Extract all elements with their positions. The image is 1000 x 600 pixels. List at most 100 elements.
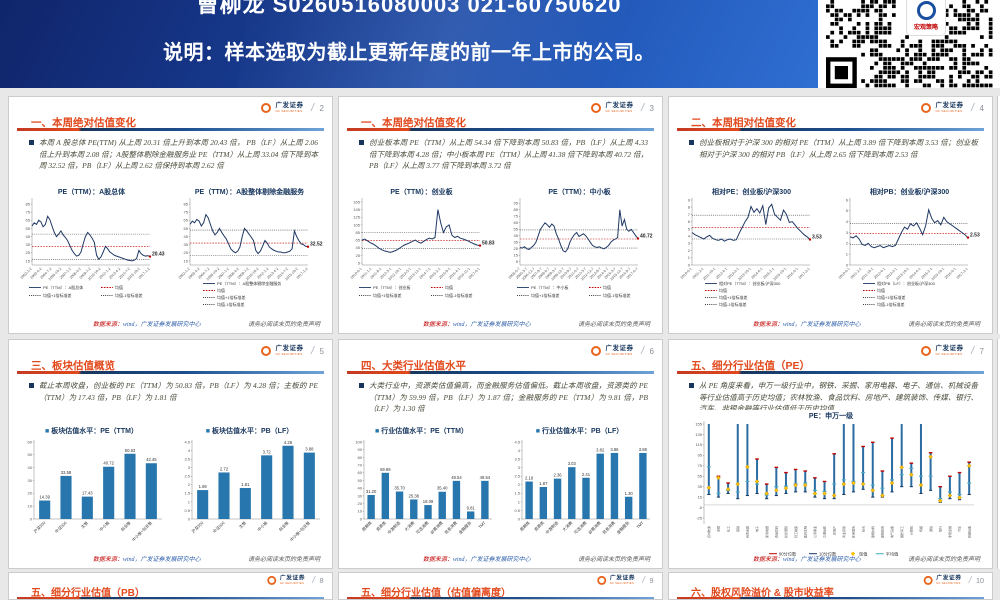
title-underline-rule	[347, 597, 654, 599]
svg-text:均值-1倍标准差: 均值-1倍标准差	[877, 301, 905, 307]
title-underline-rule	[677, 371, 984, 374]
svg-text:TMT: TMT	[635, 520, 645, 530]
svg-text:4: 4	[846, 219, 849, 224]
slide-thumbnail[interactable]: 广发证券 GF SECURITIES / 9 五、细分行业估值（估值偏离度） 数…	[338, 572, 663, 600]
slide-header: 广发证券 GF SECURITIES / 8	[267, 575, 324, 586]
charts-area: PE（TTM）：A股总体 15 25 35 45 55 65 75 85 20.43 2002-1-…	[13, 185, 328, 318]
bullet-text: 创业板本周 PE（TTM）从上周 54.34 倍下降到本周 50.83 倍，PB…	[369, 138, 648, 171]
svg-text:55: 55	[183, 226, 188, 231]
gf-securities-logo-icon	[597, 575, 607, 585]
slide-thumbnail[interactable]: 广发证券 GF SECURITIES / 6 四、大类行业估值水平 大类行业中，…	[338, 339, 663, 569]
slide-title: 六、股权风险溢价 & 股市收益率	[691, 588, 834, 599]
svg-text:均值+1倍标准差: 均值+1倍标准差	[43, 292, 72, 298]
svg-text:信息消费: 信息消费	[600, 519, 616, 535]
svg-text:医药生物: 医药生物	[802, 526, 807, 538]
divider-slash: /	[310, 102, 316, 114]
svg-text:6: 6	[688, 219, 691, 224]
svg-text:0: 0	[518, 516, 521, 521]
title-underline-rule	[677, 597, 984, 599]
slide-thumbnail[interactable]: 广发证券 GF SECURITIES / 3 一、本周绝对估值变化 创业板本周 …	[338, 96, 663, 334]
svg-text:PE（TTM）：A股整体剔除金融服务: PE（TTM）：A股整体剔除金融服务	[217, 280, 281, 286]
svg-text:可选消费: 可选消费	[572, 519, 588, 535]
svg-text:75: 75	[183, 210, 188, 215]
svg-text:15: 15	[183, 258, 188, 263]
svg-text:主板: 主板	[79, 519, 89, 529]
svg-text:传媒: 传媒	[918, 526, 923, 532]
slide-thumbnail[interactable]: 广发证券 GF SECURITIES / 5 三、板块估值概览 截止本周收盘，创…	[8, 339, 333, 569]
svg-text:建筑装饰: 建筑装饰	[879, 526, 884, 538]
svg-text:5: 5	[688, 226, 691, 231]
svg-text:2.41: 2.41	[582, 472, 591, 477]
gf-securities-logo: 广发证券 GF SECURITIES	[936, 575, 962, 585]
disclaimer-note: 请务必阅读末页的免责声明	[907, 557, 980, 563]
bullet-square-icon	[359, 383, 364, 388]
slide-footer: 数据来源：wind，广发证券发展研究中心 请务必阅读末页的免责声明	[9, 554, 322, 564]
svg-text:2.19: 2.19	[525, 476, 534, 481]
gf-securities-logo: 广发证券 GF SECURITIES	[605, 102, 634, 113]
svg-text:25: 25	[26, 250, 31, 255]
svg-text:2.53: 2.53	[970, 233, 980, 239]
svg-text:中游制造: 中游制造	[386, 519, 402, 535]
svg-text:65: 65	[26, 218, 31, 223]
svg-text:100: 100	[356, 439, 363, 444]
svg-text:房地产: 房地产	[831, 526, 836, 535]
slide-title: 五、细分行业估值（估值偏离度）	[361, 588, 511, 599]
svg-text:汽车: 汽车	[956, 526, 961, 532]
svg-text:商业贸易: 商业贸易	[841, 526, 846, 538]
svg-text:125: 125	[354, 215, 361, 220]
svg-text:35: 35	[697, 484, 702, 489]
qr-center-badge: 宏观策略	[906, 0, 946, 36]
bullet-text: 本周 A 股总体 PE(TTM) 从上周 20.31 倍上升到本周 20.43 …	[39, 138, 318, 171]
svg-text:大消费: 大消费	[561, 519, 574, 532]
chart-range-1: PE：申万一级 -25 -5 15 35 55 75 95 115 135 155 农林牧渔 采掘 化工钢…	[679, 410, 982, 563]
bullet-square-icon	[29, 140, 34, 145]
svg-text:0: 0	[188, 516, 191, 521]
data-source-note: 数据来源：wind，广发证券发展研究中心	[752, 557, 861, 563]
svg-text:2.5: 2.5	[184, 474, 190, 479]
svg-text:必需消费: 必需消费	[586, 519, 602, 535]
title-underline-rule	[347, 371, 654, 374]
svg-text:85: 85	[183, 201, 188, 206]
svg-text:PE（TTM）：创业板: PE（TTM）：创业板	[391, 187, 454, 196]
slide-thumbnail[interactable]: 广发证券 GF SECURITIES / 4 二、本周相对估值变化 创业板相对于…	[668, 96, 993, 334]
slide-title: 四、大类行业估值水平	[361, 360, 466, 372]
svg-text:4.28: 4.28	[284, 440, 293, 445]
slide-thumbnail[interactable]: 广发证券 GF SECURITIES / 8 五、细分行业估值（PB） 数据来源…	[8, 572, 333, 600]
svg-text:均值: 均值	[445, 284, 453, 290]
data-source-note: 数据来源：wind，广发证券发展研究中心	[422, 557, 531, 563]
svg-text:资源类: 资源类	[375, 519, 388, 532]
svg-text:8: 8	[688, 205, 691, 210]
svg-text:70: 70	[358, 463, 363, 468]
svg-text:50.83: 50.83	[482, 241, 495, 247]
chart-line-2: PE（TTM）：中小板 5 15 25 35 45 55 65 75 85 95 40.72 2005-…	[502, 185, 656, 318]
page-number: 6	[649, 346, 654, 356]
chart-line-1: PE（TTM）：创业板 5 25 45 65 85 105 125 145 165 50.83 201…	[345, 185, 499, 318]
svg-text:75: 75	[697, 463, 702, 468]
svg-text:银行: 银行	[937, 526, 942, 532]
svg-text:2014-6-1: 2014-6-1	[751, 267, 764, 280]
svg-text:创业板: 创业板	[277, 519, 290, 532]
svg-text:休闲服务: 休闲服务	[850, 526, 855, 538]
svg-text:5: 5	[846, 208, 849, 213]
slide-title: 五、细分行业估值（PE）	[691, 360, 811, 372]
svg-text:相对PE：创业板/沪深300: 相对PE：创业板/沪深300	[712, 187, 791, 196]
cut-slide-sliver	[997, 96, 1000, 334]
svg-text:2012-6-1: 2012-6-1	[873, 267, 886, 280]
svg-text:2012-6-1: 2012-6-1	[715, 267, 728, 280]
qr-panel: 宏观策略	[818, 0, 1000, 88]
svg-text:公用事业: 公用事业	[812, 526, 817, 538]
title-slide-banner[interactable]: 曹柳龙 S0260516080003 021-60750620 说明：样本选取为…	[0, 0, 818, 88]
svg-text:65: 65	[356, 238, 361, 243]
slide-header: 广发证券 GF SECURITIES / 5	[261, 345, 324, 357]
svg-text:20: 20	[28, 491, 33, 496]
svg-text:85: 85	[513, 207, 518, 212]
slide-thumbnail[interactable]: 广发证券 GF SECURITIES / 10 六、股权风险溢价 & 股市收益率…	[668, 572, 993, 600]
svg-text:3: 3	[688, 241, 691, 246]
svg-text:1.30: 1.30	[624, 491, 633, 496]
slide-thumbnail[interactable]: 广发证券 GF SECURITIES / 2 一、本周绝对估值变化 本周 A 股…	[8, 96, 333, 334]
bullet-block: 从 PE 角度来看，申万一级行业中，钢铁、采掘、家用电器、电子、通信、机械设备等…	[689, 380, 978, 415]
slide-thumbnail[interactable]: 广发证券 GF SECURITIES / 7 五、细分行业估值（PE） 从 PE…	[668, 339, 993, 569]
svg-text:3.03: 3.03	[567, 461, 576, 466]
slide-header: 广发证券 GF SECURITIES / 4	[921, 102, 984, 114]
svg-text:145: 145	[354, 207, 361, 212]
